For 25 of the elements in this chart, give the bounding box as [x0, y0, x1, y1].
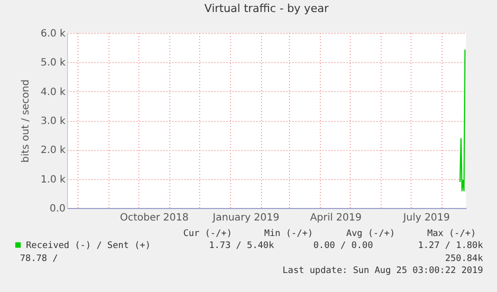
- y-tick-label: 1.0 k: [40, 174, 66, 186]
- chart-title: Virtual traffic - by year: [204, 2, 330, 15]
- legend-label: Received (-) / Sent (+): [26, 241, 151, 251]
- text: Avg (-/+): [346, 229, 395, 239]
- x-tick-label: July 2019: [402, 212, 450, 224]
- y-tick-label: 0.0: [50, 204, 66, 214]
- x-tick-label: January 2019: [212, 212, 280, 224]
- text: Max (-/+): [427, 229, 476, 239]
- y-tick-label: 2.0 k: [40, 145, 66, 156]
- text: Min (-/+): [264, 229, 313, 239]
- y-tick-label: 5.0 k: [40, 58, 66, 69]
- text: 1.73 / 5.40k: [208, 241, 275, 251]
- text: 250.84k: [445, 254, 484, 264]
- y-tick-label: 3.0 k: [40, 116, 66, 127]
- text: 1.27 / 1.80k: [418, 241, 484, 251]
- y-tick-label: 4.0 k: [40, 86, 66, 98]
- x-tick-label: October 2018: [120, 212, 189, 224]
- text: Last update: Sun Aug 25 03:00:22 2019: [282, 266, 483, 276]
- text: 78.78 /: [20, 254, 58, 264]
- text: 0.00 / 0.00: [313, 241, 373, 251]
- y-axis-title: bits out / second: [20, 79, 32, 163]
- text: Cur (-/+): [183, 229, 232, 239]
- x-tick-label: April 2019: [310, 212, 362, 224]
- y-tick-label: 6.0 k: [40, 28, 66, 40]
- line-series: [459, 49, 466, 192]
